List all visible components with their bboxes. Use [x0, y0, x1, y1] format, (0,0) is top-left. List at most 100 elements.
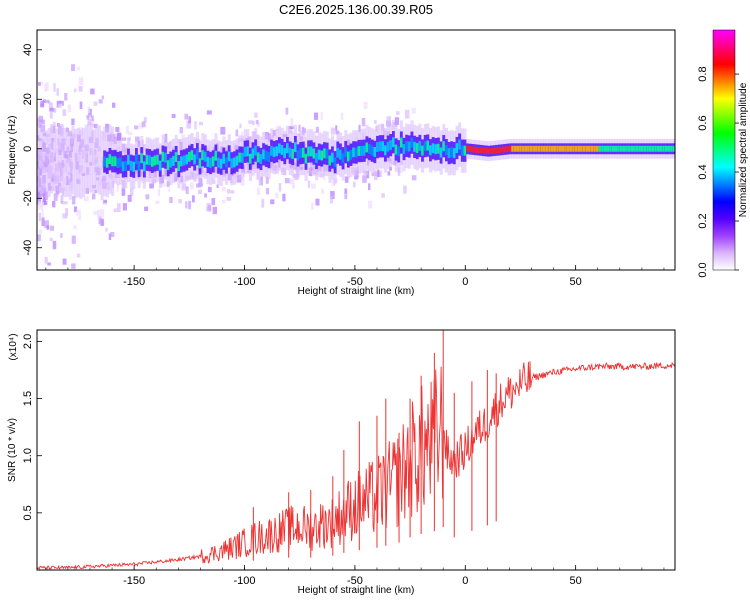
spectrogram-speckle [78, 85, 83, 92]
spectrogram-peak [418, 140, 422, 151]
spectrogram-peak [188, 151, 191, 162]
spectrogram-peak [614, 145, 618, 152]
spectrogram-speckle [42, 200, 48, 206]
spectrogram-speckle [248, 120, 253, 124]
spectrogram-peak [622, 145, 626, 152]
spectrogram-speckle [393, 122, 398, 127]
spectrogram-speckle [298, 124, 301, 132]
spectrogram-speckle [39, 201, 45, 207]
spectrogram-speckle [53, 108, 57, 113]
spectrogram-speckle [315, 198, 320, 206]
spectrogram-peak [198, 158, 202, 169]
spectrogram-speckle [115, 126, 120, 133]
spectrogram-y-axis-title: Frequency (Hz) [7, 116, 18, 185]
spectrogram-speckle [352, 181, 356, 188]
spectrogram-speckle [58, 103, 63, 109]
spectrogram-peak [243, 146, 247, 157]
spectrogram-peak [315, 153, 318, 163]
spectrogram-speckle [73, 206, 78, 213]
spectrogram-heatmap [37, 64, 675, 269]
spectrogram-peak [145, 154, 149, 165]
spectrogram-peak [264, 150, 268, 161]
spectrogram-speckle [270, 199, 275, 205]
spectrogram-peak [233, 157, 236, 168]
spectrogram-peak [437, 143, 440, 154]
spectrogram-speckle [344, 176, 349, 183]
spectrogram-band [44, 130, 48, 200]
spectrogram-speckle [65, 208, 69, 217]
spectrogram-peak [283, 148, 286, 159]
spectrogram-peak [569, 145, 573, 152]
spectrogram-peak [240, 152, 244, 163]
spectrogram-peak [203, 151, 207, 162]
spectrogram-band [47, 127, 51, 198]
spectrogram-peak [513, 145, 517, 152]
spectrogram-speckle [60, 233, 63, 238]
spectrogram-peak [516, 145, 520, 152]
spectrogram-peak [590, 145, 594, 152]
spectrogram-speckle [358, 124, 361, 133]
spectrogram-speckle [198, 189, 203, 195]
spectrogram-speckle [76, 66, 80, 71]
spectrogram-peak [468, 146, 472, 153]
spectrogram-peak [132, 161, 135, 172]
spectrogram-peak [256, 152, 260, 163]
spectrogram-speckle [344, 188, 348, 195]
spectrogram-speckle [168, 188, 171, 192]
spectrogram-peak [476, 147, 480, 154]
spectrogram-speckle [396, 111, 400, 115]
spectrogram-speckle [145, 194, 150, 200]
spectrogram-peak [341, 153, 345, 164]
spectrogram-speckle [177, 138, 181, 144]
spectrogram-speckle [254, 112, 258, 118]
spectrogram-speckle [72, 195, 76, 205]
spectrogram-speckle [181, 134, 185, 140]
colorbar-tick-label: 0.4 [697, 164, 709, 179]
spectrogram-speckle [241, 131, 244, 138]
spectrogram-speckle [377, 169, 380, 177]
spectrogram-peak [397, 146, 400, 157]
spectrogram-peak [368, 144, 371, 154]
spectrogram-peak [309, 146, 313, 157]
spectrogram-peak [627, 145, 631, 152]
spectrogram-speckle [304, 131, 308, 137]
spectrogram-speckle [240, 180, 245, 186]
spectrogram-peak [246, 146, 249, 157]
spectrogram-peak [670, 145, 673, 152]
snr-frame [36, 329, 676, 571]
spectrogram-speckle [206, 207, 210, 212]
spectrogram-peak [391, 137, 395, 148]
spectrogram-speckle [38, 212, 42, 222]
spectrogram-speckle [40, 100, 45, 107]
x-tick-label: 0 [462, 575, 468, 587]
spectrogram-speckle [278, 183, 282, 192]
spectrogram-peak [656, 145, 660, 152]
spectrogram-speckle [67, 104, 71, 113]
spectrogram-band [71, 125, 75, 195]
spectrogram-peak [413, 141, 416, 152]
spectrogram-peak [384, 145, 387, 156]
spectrogram-speckle [45, 99, 50, 104]
colorbar-tick-label: 0.8 [697, 66, 709, 81]
spectrogram-speckle [62, 201, 68, 205]
spectrogram-peak [540, 145, 543, 152]
snr-line [37, 361, 675, 570]
spectrogram-speckle [121, 188, 125, 196]
spectrogram-peak [479, 147, 483, 154]
spectrogram-peak [336, 147, 339, 158]
spectrogram-speckle [59, 100, 64, 106]
spectrogram-speckle [76, 209, 81, 216]
spectrogram-speckle [74, 88, 77, 93]
spectrogram-speckle [45, 82, 49, 91]
spectrogram-peak [158, 160, 162, 171]
spectrogram-speckle [49, 225, 55, 231]
spectrogram-band [95, 123, 99, 194]
spectrogram-peak [405, 140, 408, 151]
spectrogram-speckle [37, 234, 41, 242]
spectrogram-speckle [90, 88, 95, 95]
spectrogram-speckle [374, 171, 378, 181]
spectrogram-peak [659, 145, 663, 152]
spectrogram-peak [667, 145, 671, 152]
spectrogram-peak [434, 144, 437, 155]
spectrogram-band [97, 125, 101, 195]
